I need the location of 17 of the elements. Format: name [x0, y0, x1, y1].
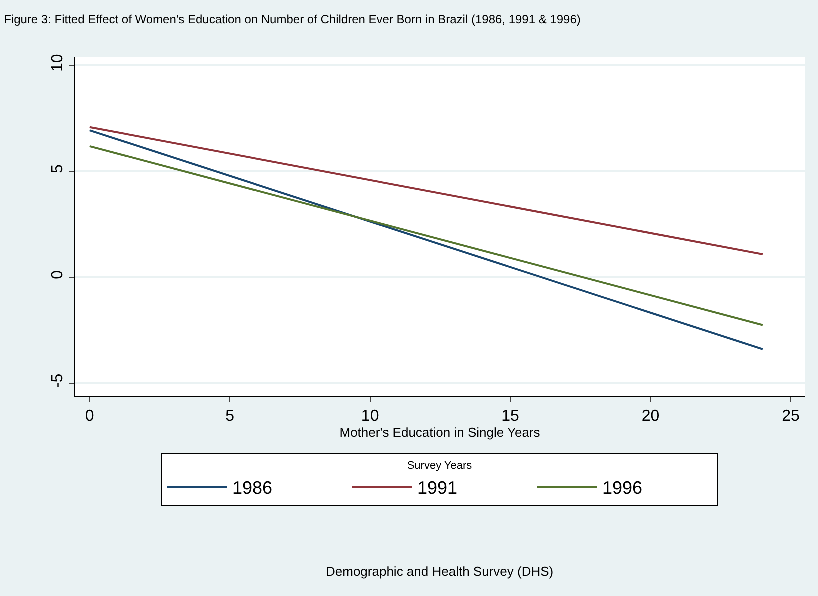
x-tick-label: 10: [361, 408, 380, 426]
legend-label: 1991: [418, 478, 458, 498]
chart-title: Figure 3: Fitted Effect of Women's Education on Number of Children Ever Born in Brazil (1986, 1991 & 1996): [4, 12, 581, 26]
y-tick-label: 10: [50, 54, 67, 72]
x-tick-label: 5: [226, 408, 235, 426]
text: Demographic and Health Survey (DHS): [326, 564, 554, 579]
x-tick-label: 0: [85, 408, 94, 426]
legend-title: Survey Years: [407, 460, 473, 472]
y-tick-label: 5: [50, 164, 67, 174]
y-tick-label: 0: [50, 270, 67, 280]
y-tick-label: -5: [50, 374, 67, 388]
legend-label: 1986: [232, 478, 273, 498]
x-tick-label: 25: [782, 408, 800, 426]
x-axis-title: Mother's Education in Single Years: [340, 425, 541, 440]
x-tick-label: 20: [642, 408, 660, 426]
legend-label: 1996: [602, 478, 643, 498]
x-tick-label: 15: [502, 408, 520, 426]
